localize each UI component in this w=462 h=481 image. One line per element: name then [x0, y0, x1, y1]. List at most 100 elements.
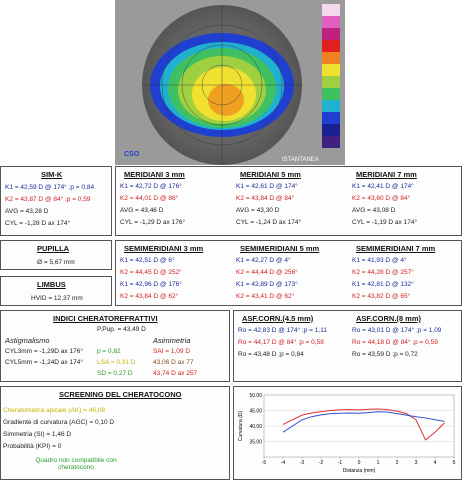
x-tick-label: 3 — [415, 460, 418, 466]
value-line: K2 = 44,28 D @ 257° — [352, 269, 414, 276]
value-line: 43,74 D ax 257 — [153, 370, 198, 377]
value-line: Ro = 44,17 D @ 84° ;p = 0,58 — [238, 339, 324, 346]
semimeridiani-box: SEMIMERIDIANI 3 mm K1 = 42,51 D @ 6° K2 = … — [115, 240, 462, 306]
value-line: K2 = 43,82 D @ 65° — [352, 293, 411, 300]
value-line: K2 = 43,84 D @ 84° — [236, 195, 295, 202]
series-line — [282, 411, 445, 433]
value-line: K1 = 42,59 D @ 174° ;p = 0,84 — [5, 184, 95, 191]
value-line: Ro = 43,48 D ;p = 0,84 — [238, 351, 304, 358]
value-line: K2 = 43,41 D @ 62° — [236, 293, 295, 300]
section-title: ASF.CORN.(4.5 mm) — [242, 314, 314, 323]
indici-box: INDICI CHERATOREFRATTIVI P.Pup. = 43,49 … — [0, 310, 230, 382]
value-line: K1 = 42,51 D @ 6° — [120, 257, 175, 264]
map-label: ISTANTANEA — [282, 157, 319, 163]
value-line: Gradiente di curvatura (AGC) = 0,10 D — [3, 419, 115, 426]
value-line: CYL = -1,29 D ax 176° — [120, 219, 186, 226]
value-line: K1 = 42,72 D @ 176° — [120, 183, 182, 190]
value-line: K1 = 42,96 D @ 176° — [120, 281, 182, 288]
y-tick-label: 45.00 — [249, 409, 262, 415]
value-line: HVID = 12,37 mm — [31, 295, 83, 302]
section-title: SEMIMERIDIANI 5 mm — [240, 244, 320, 253]
column-title: Asimmetria — [153, 336, 191, 345]
value-line: K1 = 42,89 D @ 173° — [236, 281, 298, 288]
section-title: SEMIMERIDIANI 7 mm — [356, 244, 436, 253]
value-line: CYL = -1,24 D ax 174° — [236, 219, 302, 226]
section-title: INDICI CHERATOREFRATTIVI — [53, 314, 158, 323]
value-line: SAI = 1,09 D — [153, 348, 191, 355]
value-line: K1 = 41,93 D @ 4° — [352, 257, 407, 264]
chart-box: 35.00 40.00 45.00 50.00 -5 -4 -3 -2 -1 0 1 2 3 4 5 Dist… — [233, 386, 462, 480]
value-line: Cheratometria apicale (AK) = 46,08 — [3, 407, 106, 414]
value-line: Ø = 5,67 mm — [37, 259, 75, 266]
section-title: PUPILLA — [37, 244, 70, 253]
x-tick-label: -5 — [262, 460, 267, 466]
value-line: CYL = -1,28 D ax 174° — [5, 220, 71, 227]
value-line: LSA = 0,31 D — [97, 359, 136, 366]
topography-map: CSO ISTANTANEA — [115, 0, 345, 165]
value-line: Ro = 43,59 D ;p = 0,72 — [352, 351, 418, 358]
logo: CSO — [124, 151, 140, 158]
color-scale — [322, 4, 340, 148]
x-tick-label: 4 — [434, 460, 437, 466]
value-line: Ro = 44,18 D @ 84° ;p = 0,59 — [352, 339, 438, 346]
value-line: Simmetria (SI) = 1,46 D — [3, 431, 72, 438]
series-line — [282, 408, 445, 441]
section-title: ASF.CORN.(8 mm) — [356, 314, 422, 323]
sim-k-box: SIM-K K1 = 42,59 D @ 174° ;p = 0,84 K2 =… — [0, 166, 112, 236]
value-line: K2 = 44,45 D @ 252° — [120, 269, 182, 276]
section-title: MERIDIANI 7 mm — [356, 170, 417, 179]
x-tick-label: 5 — [453, 460, 456, 466]
value-line: CYL5mm = -1,24D ax 174° — [5, 359, 83, 366]
x-tick-label: -2 — [319, 460, 324, 466]
section-title: SIM-K — [41, 170, 63, 179]
value-line: SD = 0,27 D — [97, 370, 133, 377]
value-line: K1 = 42,81 D @ 132° — [352, 281, 414, 288]
value-line: AVG = 43,30 D — [236, 207, 280, 214]
value-line: p = 0,82 — [97, 348, 121, 355]
value-line: K2 = 44,44 D @ 256° — [236, 269, 298, 276]
x-tick-label: 1 — [377, 460, 380, 466]
value-line: AVG = 43,46 D — [120, 207, 164, 214]
value-line: K2 = 43,87 D @ 84° ;p = 0,59 — [5, 196, 91, 203]
value-line: K2 = 44,01 D @ 86° — [120, 195, 179, 202]
value-line: Ro = 43,01 D @ 174° ;p = 1,09 — [352, 327, 442, 334]
value-line: AVG = 43,08 D — [352, 207, 396, 214]
value-line: CYL = -1,19 D ax 174° — [352, 219, 418, 226]
y-tick-label: 35.00 — [249, 440, 262, 446]
value-line: K1 = 42,61 D @ 174° — [236, 183, 298, 190]
y-tick-label: 40.00 — [249, 424, 262, 430]
x-tick-label: -1 — [338, 460, 343, 466]
x-axis-label: Distanza (mm) — [343, 468, 376, 474]
asf-box: ASF.CORN.(4.5 mm) Ro = 42,83 D @ 174° ;p … — [233, 310, 462, 382]
x-tick-label: 2 — [396, 460, 399, 466]
section-title: SEMIMERIDIANI 3 mm — [124, 244, 204, 253]
value-line: K1 = 42,41 D @ 174° — [352, 183, 414, 190]
value-line: Ro = 42,83 D @ 174° ;p = 1,11 — [238, 327, 327, 334]
value-line: CYL3mm = -1,29D ax 176° — [5, 348, 83, 355]
section-title: SCREENING DEL CHERATOCONO — [59, 390, 182, 399]
result: Quadro non compatibile con cheratocono — [35, 457, 117, 471]
value-line: 43,06 D ax 77 — [153, 359, 194, 366]
limbus-box: LIMBUS HVID = 12,37 mm — [0, 276, 112, 306]
x-tick-label: -3 — [300, 460, 305, 466]
map-zone — [208, 84, 244, 116]
y-axis-label: Curvatura (D) — [238, 411, 244, 442]
map-grid — [142, 5, 302, 165]
value-line: K1 = 42,27 D @ 4° — [236, 257, 291, 264]
value-line: AVG = 43,28 D — [5, 208, 49, 215]
y-tick-label: 50.00 — [249, 393, 262, 399]
x-tick-label: -4 — [281, 460, 286, 466]
pupilla-box: PUPILLA Ø = 5,67 mm — [0, 240, 112, 270]
value-line: Probabilità (KPI) = 0 — [3, 443, 62, 450]
x-tick-label: 0 — [358, 460, 361, 466]
value-line: P.Pup. = 43,49 D — [97, 326, 146, 333]
profile-chart: 35.00 40.00 45.00 50.00 -5 -4 -3 -2 -1 0 1 2 3 4 5 Dist… — [238, 393, 456, 474]
value-line: K2 = 43,84 D @ 62° — [120, 293, 179, 300]
section-title: LIMBUS — [37, 280, 66, 289]
section-title: MERIDIANI 5 mm — [240, 170, 301, 179]
screening-box: SCREENING DEL CHERATOCONO Cheratometria … — [0, 386, 230, 480]
section-title: MERIDIANI 3 mm — [124, 170, 185, 179]
column-title: Astigmalismo — [5, 336, 50, 345]
meridiani-box: MERIDIANI 3 mm K1 = 42,72 D @ 176° K2 = 44… — [115, 166, 462, 236]
